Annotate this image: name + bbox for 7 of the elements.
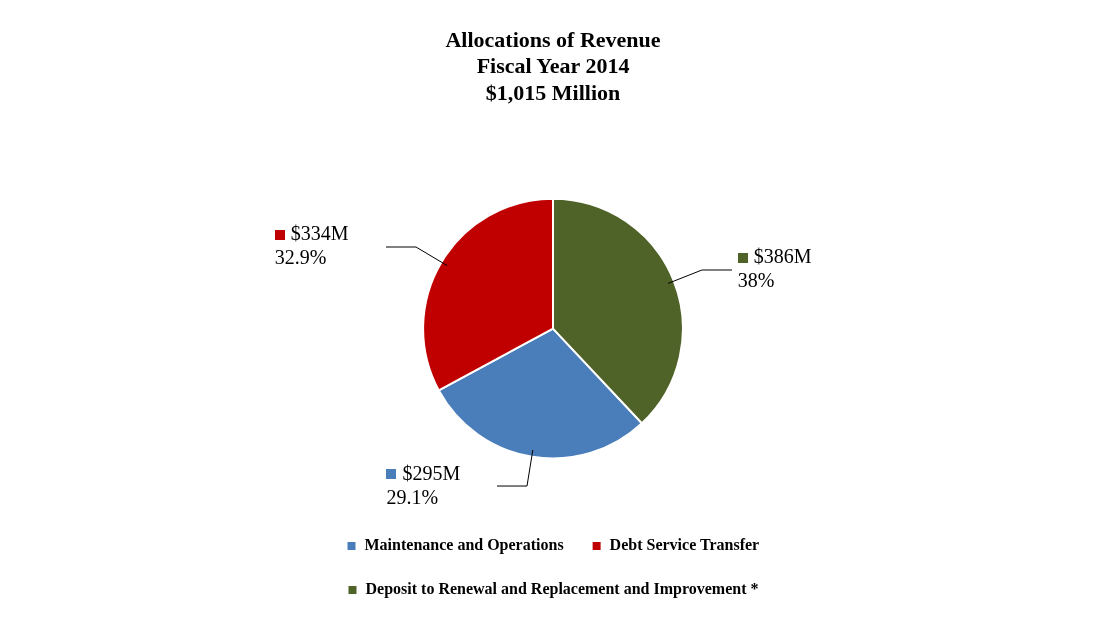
legend-label: Debt Service Transfer bbox=[609, 536, 760, 554]
data-label: $334M 32.9% bbox=[274, 222, 349, 269]
data-label: $295M 29.1% bbox=[386, 461, 461, 508]
chart-title: Allocations of Revenue Fiscal Year 2014 $1,015 Million bbox=[445, 26, 661, 105]
legend-label: Maintenance and Operations bbox=[364, 536, 564, 555]
legend-label: Deposit to Renewal and Replacement and Improvement * bbox=[365, 580, 759, 599]
data-label: $386M 38% bbox=[737, 244, 812, 291]
